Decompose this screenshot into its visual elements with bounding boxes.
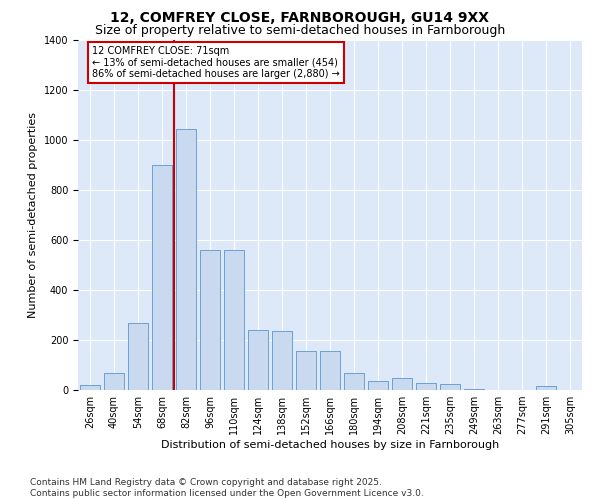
Bar xyxy=(536,386,556,390)
Bar xyxy=(128,322,148,390)
Bar xyxy=(104,372,124,390)
Text: 12, COMFREY CLOSE, FARNBOROUGH, GU14 9XX: 12, COMFREY CLOSE, FARNBOROUGH, GU14 9XX xyxy=(110,11,490,25)
Y-axis label: Number of semi-detached properties: Number of semi-detached properties xyxy=(28,112,38,318)
Bar xyxy=(272,331,292,390)
Bar xyxy=(344,372,364,390)
Bar xyxy=(80,385,100,390)
Text: 12 COMFREY CLOSE: 71sqm
← 13% of semi-detached houses are smaller (454)
86% of s: 12 COMFREY CLOSE: 71sqm ← 13% of semi-de… xyxy=(92,46,340,80)
Bar xyxy=(464,389,484,390)
X-axis label: Distribution of semi-detached houses by size in Farnborough: Distribution of semi-detached houses by … xyxy=(161,440,499,450)
Bar xyxy=(248,330,268,390)
Text: Contains HM Land Registry data © Crown copyright and database right 2025.
Contai: Contains HM Land Registry data © Crown c… xyxy=(30,478,424,498)
Bar xyxy=(392,378,412,390)
Bar xyxy=(200,250,220,390)
Bar xyxy=(152,165,172,390)
Bar xyxy=(320,351,340,390)
Bar xyxy=(176,129,196,390)
Bar xyxy=(224,250,244,390)
Bar xyxy=(368,381,388,390)
Bar xyxy=(440,384,460,390)
Bar xyxy=(296,351,316,390)
Bar xyxy=(416,382,436,390)
Text: Size of property relative to semi-detached houses in Farnborough: Size of property relative to semi-detach… xyxy=(95,24,505,37)
